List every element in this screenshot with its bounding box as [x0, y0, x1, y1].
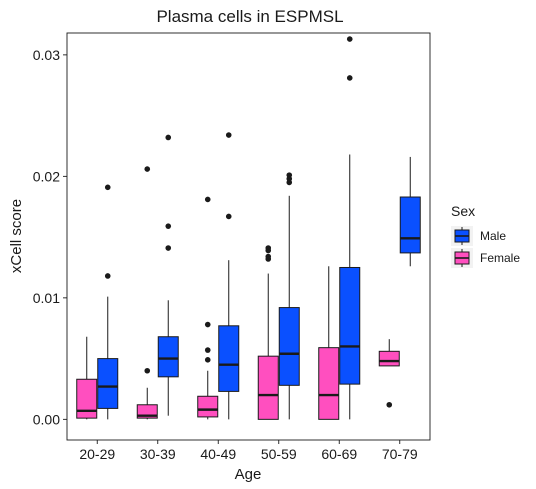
box-male-20-29 [97, 184, 119, 420]
outlier-point [346, 75, 353, 81]
outlier-point [204, 357, 211, 363]
y-tick-label: 0.02 [33, 168, 60, 184]
outlier-point [165, 223, 172, 229]
box-body [378, 350, 400, 367]
box-body [97, 358, 119, 409]
legend-items: Male Female [451, 226, 520, 268]
chart-title: Plasma cells in ESPMSL [156, 7, 343, 26]
x-tick-label: 20-29 [79, 446, 115, 462]
box-body [339, 266, 361, 385]
box-body [76, 378, 98, 419]
x-tick-label: 40-49 [200, 446, 236, 462]
outlier-point [346, 36, 353, 42]
box-body [157, 336, 179, 378]
outlier-point [204, 196, 211, 203]
y-tick-label: 0.03 [33, 47, 60, 63]
legend-label: Female [480, 251, 520, 265]
plot-panel [66, 32, 431, 441]
box-female-60-69 [318, 266, 340, 420]
outlier-point [144, 367, 151, 374]
x-axis-label: Age [235, 466, 262, 483]
box-male-50-59 [278, 172, 300, 420]
box-body [318, 347, 340, 420]
outlier-point [144, 166, 151, 172]
box-male-60-69 [339, 36, 361, 420]
box-body [218, 325, 240, 392]
y-axis: 0.00 0.01 0.02 0.03 [33, 47, 67, 427]
outlier-point [225, 213, 232, 220]
outlier-point [286, 172, 293, 178]
box-marks [76, 36, 421, 420]
box-male-70-79 [399, 156, 421, 267]
box-male-40-49 [218, 132, 240, 420]
box-female-20-29 [76, 336, 98, 420]
x-tick-label: 70-79 [382, 446, 418, 462]
y-tick-label: 0.01 [33, 290, 60, 306]
box-female-40-49 [197, 196, 219, 420]
outlier-point [265, 245, 272, 251]
x-tick-label: 50-59 [261, 446, 297, 462]
box-body [278, 307, 300, 386]
outlier-point [204, 321, 211, 328]
x-tick-label: 30-39 [140, 446, 176, 462]
box-body [399, 196, 421, 254]
outlier-point [265, 253, 272, 260]
y-axis-label: xCell score [8, 199, 25, 273]
outlier-point [204, 347, 211, 353]
panel-border [66, 32, 431, 441]
legend: Sex Male Female [451, 203, 520, 268]
legend-title: Sex [451, 203, 475, 219]
legend-label: Male [480, 229, 506, 243]
box-body [197, 395, 219, 418]
outlier-point [104, 184, 111, 191]
x-axis: 20-29 30-39 40-49 50-59 60-69 70-79 [79, 440, 418, 462]
legend-item-female: Female [451, 248, 520, 268]
legend-item-male: Male [451, 226, 506, 246]
y-tick-label: 0.00 [33, 411, 60, 427]
outlier-point [165, 245, 172, 251]
outlier-point [225, 132, 232, 138]
box-female-70-79 [378, 339, 400, 408]
outlier-point [165, 134, 172, 141]
box-male-30-39 [157, 134, 179, 416]
box-female-30-39 [136, 166, 158, 420]
outlier-point [386, 401, 393, 408]
x-tick-label: 60-69 [321, 446, 357, 462]
outlier-point [104, 273, 111, 279]
box-body [257, 355, 279, 420]
box-female-50-59 [257, 245, 279, 420]
